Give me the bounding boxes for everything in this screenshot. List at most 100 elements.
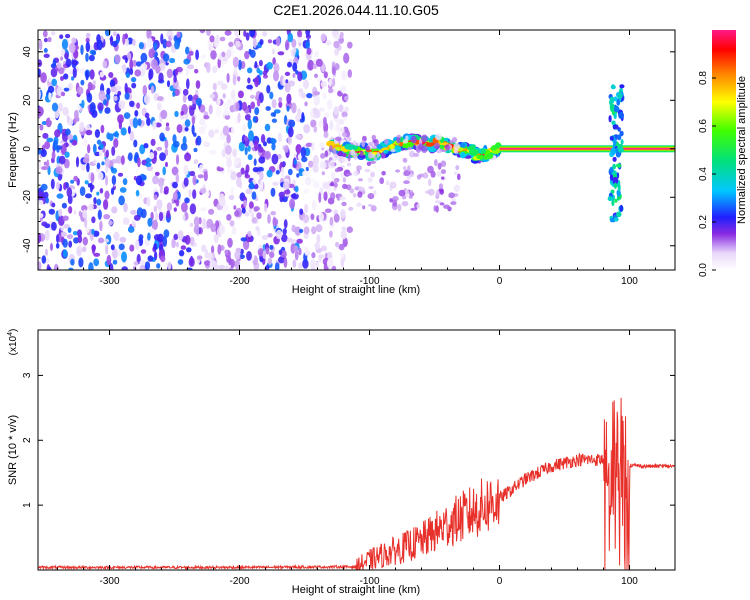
noise-blob xyxy=(144,112,150,119)
noise-blob xyxy=(312,164,319,173)
noise-blob xyxy=(237,112,241,124)
noise-blob xyxy=(143,143,149,149)
noise-blob xyxy=(124,82,128,94)
noise-blob xyxy=(275,36,281,47)
noise-blob xyxy=(79,121,85,132)
noise-blob xyxy=(140,63,148,71)
noise-blob xyxy=(63,182,67,191)
noise-blob xyxy=(219,224,226,235)
noise-blob xyxy=(194,68,199,74)
noise-blob xyxy=(45,197,49,204)
carrier-line xyxy=(499,148,675,150)
noise-blob xyxy=(154,212,159,223)
noise-blob xyxy=(321,171,325,176)
noise-blob xyxy=(48,208,55,215)
noise-blob xyxy=(203,141,211,148)
noise-blob xyxy=(310,213,315,221)
noise-blob xyxy=(48,91,52,101)
noise-blob xyxy=(226,168,233,173)
noise-blob xyxy=(122,217,130,226)
noise-blob xyxy=(133,139,138,148)
noise-blob xyxy=(267,39,273,44)
noise-blob xyxy=(63,73,69,80)
noise-blob xyxy=(209,93,216,99)
noise-blob xyxy=(42,30,48,38)
noise-blob xyxy=(43,37,48,43)
ridge-blob xyxy=(394,146,402,153)
noise-blob xyxy=(92,143,97,154)
noise-blob xyxy=(245,32,250,41)
noise-blob xyxy=(291,102,297,114)
noise-blob xyxy=(46,159,50,169)
halo-blob xyxy=(389,198,394,203)
noise-blob xyxy=(39,124,44,131)
noise-blob xyxy=(341,126,345,134)
halo-blob xyxy=(376,151,381,158)
noise-blob xyxy=(122,33,126,45)
noise-blob xyxy=(159,132,165,142)
noise-blob xyxy=(226,214,232,221)
noise-blob xyxy=(257,166,264,173)
noise-blob xyxy=(329,120,334,131)
noise-blob xyxy=(300,146,306,158)
noise-blob xyxy=(335,241,339,248)
noise-blob xyxy=(122,178,128,186)
noise-blob xyxy=(203,123,208,129)
noise-blob xyxy=(250,212,255,218)
noise-blob xyxy=(340,252,345,258)
noise-blob xyxy=(296,173,300,178)
noise-blob xyxy=(215,220,220,229)
noise-blob xyxy=(176,31,181,38)
noise-blob xyxy=(135,239,140,250)
spectrogram-ylabel: Frequency (Hz) xyxy=(7,112,19,188)
noise-blob xyxy=(247,77,251,84)
halo-blob xyxy=(453,184,460,193)
noise-blob xyxy=(318,107,325,112)
noise-blob xyxy=(119,236,127,243)
spike-blob xyxy=(610,189,615,194)
noise-blob xyxy=(109,263,114,270)
noise-blob xyxy=(241,101,248,111)
noise-blob xyxy=(270,211,277,216)
noise-blob xyxy=(266,84,271,94)
noise-blob xyxy=(184,234,191,245)
noise-blob xyxy=(72,231,78,236)
halo-blob xyxy=(373,156,378,161)
noise-blob xyxy=(85,70,89,81)
noise-blob xyxy=(232,74,237,86)
halo-blob xyxy=(409,189,414,197)
noise-blob xyxy=(142,85,148,96)
halo-blob xyxy=(444,144,450,151)
noise-blob xyxy=(89,102,96,113)
noise-blob xyxy=(52,58,57,68)
noise-blob xyxy=(91,50,97,56)
noise-blob xyxy=(49,116,56,122)
noise-blob xyxy=(312,154,319,166)
halo-blob xyxy=(370,205,377,212)
halo-blob xyxy=(390,148,396,153)
noise-blob xyxy=(234,156,239,166)
noise-blob xyxy=(205,190,210,197)
noise-blob xyxy=(83,138,87,146)
spike-blob xyxy=(615,148,619,153)
noise-blob xyxy=(286,105,290,112)
noise-blob xyxy=(198,126,206,135)
noise-blob xyxy=(223,102,230,112)
noise-blob xyxy=(261,234,269,241)
noise-blob xyxy=(278,191,285,198)
noise-blob xyxy=(163,229,170,238)
noise-blob xyxy=(333,35,340,40)
noise-blob xyxy=(249,30,256,38)
noise-blob xyxy=(252,116,257,123)
halo-blob xyxy=(379,177,385,185)
spike-blob xyxy=(608,115,612,123)
noise-blob xyxy=(259,39,264,45)
halo-blob xyxy=(350,149,356,156)
noise-blob xyxy=(303,188,310,194)
noise-blob xyxy=(40,149,47,158)
noise-blob xyxy=(53,263,59,270)
halo-blob xyxy=(421,134,428,143)
spectrogram-xtick-label: 100 xyxy=(621,276,638,287)
noise-blob xyxy=(281,234,288,243)
noise-blob xyxy=(303,79,309,90)
